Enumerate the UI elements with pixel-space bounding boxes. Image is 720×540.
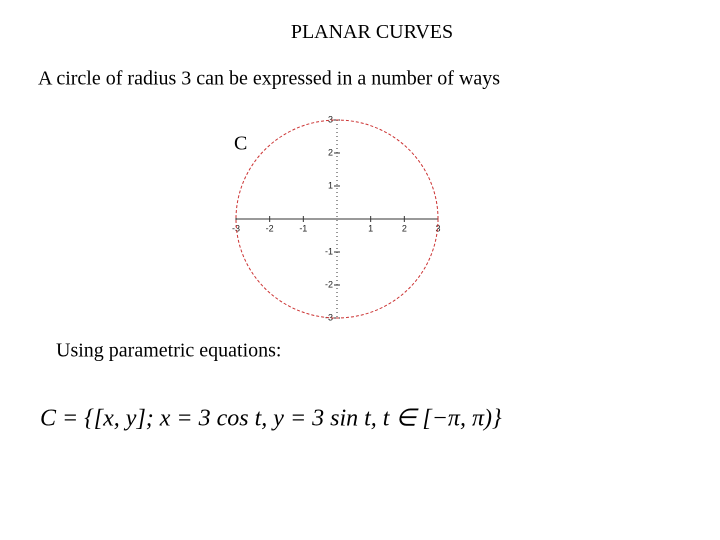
y-tick-label: -1	[325, 246, 333, 256]
caption: Using parametric equations:	[56, 340, 282, 362]
x-tick-label: -3	[232, 223, 240, 233]
x-tick-label: 2	[402, 223, 407, 233]
y-tick-label: 1	[328, 180, 333, 190]
x-tick-label: -1	[299, 223, 307, 233]
x-tick-label: 1	[368, 223, 373, 233]
curve-label: C	[234, 133, 247, 155]
subtitle: A circle of radius 3 can be expressed in…	[38, 68, 500, 90]
circle-curve	[235, 119, 439, 319]
y-tick-label: 3	[328, 114, 333, 124]
x-tick-label: -2	[266, 223, 274, 233]
title: PLANAR CURVES	[291, 21, 453, 43]
y-tick-label: 2	[328, 147, 333, 157]
formula: C = {[x, y]; x = 3 cos t, y = 3 sin t, t…	[40, 406, 502, 432]
x-tick-label: 3	[435, 223, 440, 233]
y-tick-label: -2	[325, 279, 333, 289]
